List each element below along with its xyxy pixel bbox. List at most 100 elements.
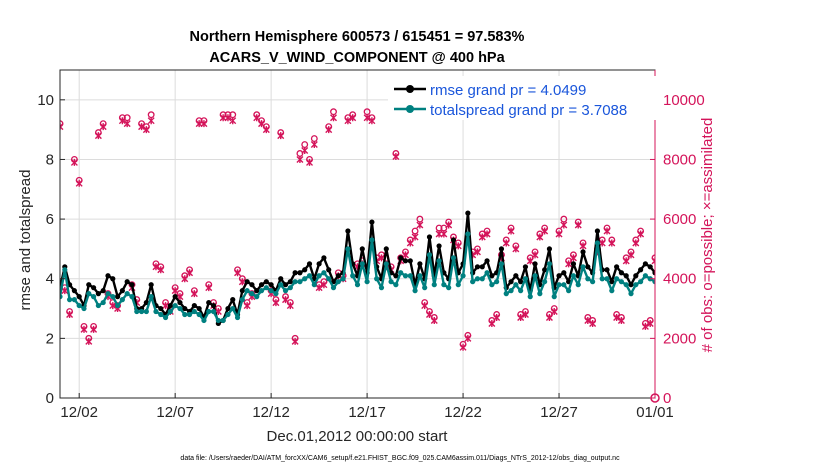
totalspread-point: [532, 273, 537, 278]
rmse-point: [86, 282, 91, 287]
rmse-point: [604, 267, 609, 272]
totalspread-point: [364, 279, 369, 284]
rmse-point: [408, 258, 413, 263]
rmse-point: [633, 273, 638, 278]
y-left-tick-label: 0: [46, 390, 54, 407]
totalspread-point: [638, 279, 643, 284]
totalspread-point: [168, 309, 173, 314]
totalspread-point: [360, 261, 365, 266]
totalspread-point: [269, 288, 274, 293]
rmse-point: [245, 279, 250, 284]
rmse-point: [110, 276, 115, 281]
rmse-point: [580, 249, 585, 254]
totalspread-point: [206, 309, 211, 314]
totalspread-point: [139, 309, 144, 314]
totalspread-point: [72, 297, 77, 302]
totalspread-point: [609, 288, 614, 293]
totalspread-point: [197, 312, 202, 317]
totalspread-point: [182, 312, 187, 317]
totalspread-point: [499, 261, 504, 266]
chart-title-line-2: ACARS_V_WIND_COMPONENT @ 400 hPa: [209, 50, 505, 66]
rmse-point: [283, 282, 288, 287]
totalspread-point: [230, 306, 235, 311]
rmse-point: [125, 279, 130, 284]
rmse-point: [480, 264, 485, 269]
totalspread-point: [508, 288, 513, 293]
totalspread-point: [307, 273, 312, 278]
rmse-point: [120, 288, 125, 293]
rmse-point: [465, 211, 470, 216]
rmse-point: [249, 282, 254, 287]
y-right-tick-label: 8000: [663, 151, 696, 168]
totalspread-point: [417, 273, 422, 278]
y-left-tick-label: 10: [37, 92, 54, 109]
totalspread-point: [105, 291, 110, 296]
rmse-point: [240, 288, 245, 293]
rmse-point: [307, 261, 312, 266]
rmse-point: [648, 264, 653, 269]
data-file-footnote: data file: /Users/raeder/DAI/ATM_forcXX/…: [180, 455, 620, 462]
totalspread-point: [86, 291, 91, 296]
totalspread-point: [216, 318, 221, 323]
totalspread-point: [62, 267, 67, 272]
totalspread-point: [384, 261, 389, 266]
totalspread-point: [312, 282, 317, 287]
totalspread-point: [489, 282, 494, 287]
totalspread-point: [350, 273, 355, 278]
rmse-point: [484, 258, 489, 263]
totalspread-point: [110, 294, 115, 299]
y-left-tick-label: 6: [46, 211, 54, 228]
totalspread-point: [432, 282, 437, 287]
totalspread-point: [537, 291, 542, 296]
totalspread-point: [149, 294, 154, 299]
rmse-point: [619, 270, 624, 275]
totalspread-point: [460, 273, 465, 278]
rmse-point: [230, 297, 235, 302]
totalspread-point: [470, 279, 475, 284]
totalspread-point: [422, 285, 427, 290]
totalspread-point: [187, 312, 192, 317]
totalspread-point: [451, 255, 456, 260]
totalspread-point: [91, 294, 96, 299]
totalspread-point: [101, 300, 106, 305]
rmse-point: [115, 294, 120, 299]
totalspread-point: [566, 288, 571, 293]
rmse-point: [321, 255, 326, 260]
y-left-tick-label: 2: [46, 330, 54, 347]
rmse-point: [105, 273, 110, 278]
rmse-point: [628, 282, 633, 287]
y-right-tick-label: 2000: [663, 330, 696, 347]
totalspread-point: [77, 303, 82, 308]
rmse-point: [293, 270, 298, 275]
rmse-point: [96, 291, 101, 296]
totalspread-point: [345, 246, 350, 251]
totalspread-point: [201, 318, 206, 323]
totalspread-point: [388, 279, 393, 284]
totalspread-point: [221, 318, 226, 323]
rmse-point: [417, 261, 422, 266]
totalspread-point: [245, 288, 250, 293]
x-tick-label: 12/22: [444, 404, 482, 421]
totalspread-point: [129, 294, 134, 299]
totalspread-point: [436, 258, 441, 263]
totalspread-point: [163, 315, 168, 320]
rmse-point: [129, 282, 134, 287]
totalspread-point: [633, 282, 638, 287]
rmse-point: [360, 246, 365, 251]
totalspread-point: [504, 291, 509, 296]
rmse-point: [269, 282, 274, 287]
totalspread-point: [211, 309, 216, 314]
rmse-point: [585, 264, 590, 269]
y-right-tick-label: 4000: [663, 271, 696, 288]
legend-rmse-label: rmse grand pr = 4.0499: [430, 82, 586, 99]
totalspread-point: [158, 312, 163, 317]
totalspread-point: [336, 279, 341, 284]
totalspread-point: [542, 279, 547, 284]
rmse-point: [326, 267, 331, 272]
rmse-point: [317, 261, 322, 266]
totalspread-point: [144, 309, 149, 314]
rmse-point: [369, 219, 374, 224]
totalspread-point: [173, 303, 178, 308]
totalspread-point: [547, 261, 552, 266]
rmse-point: [211, 303, 216, 308]
